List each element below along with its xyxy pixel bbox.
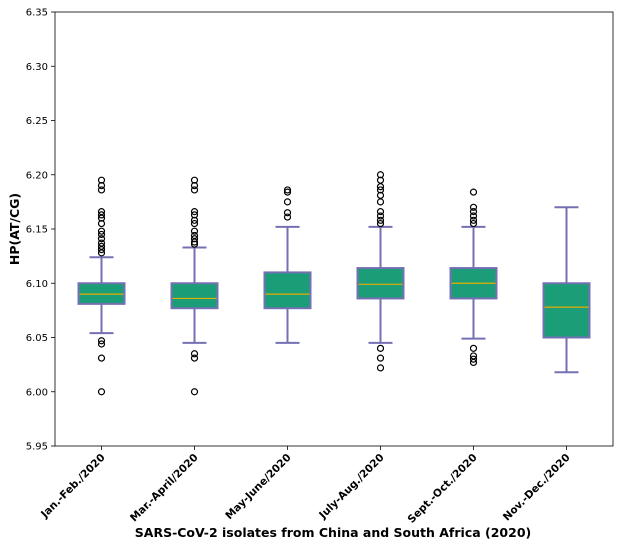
outlier-point — [376, 219, 385, 228]
outlier-point — [190, 208, 199, 216]
box-group — [263, 186, 312, 344]
outlier-point — [97, 388, 106, 396]
box-iqr — [356, 267, 405, 300]
y-tick-label: 6.25 — [26, 116, 48, 127]
outlier-point — [469, 355, 478, 363]
outlier-point — [97, 242, 106, 250]
outlier-point — [190, 354, 199, 362]
outlier-point — [97, 354, 106, 362]
y-tick-label: 6.10 — [26, 279, 48, 290]
outlier-point — [97, 186, 106, 194]
outlier-point — [469, 203, 478, 211]
outlier-point — [190, 211, 199, 219]
outlier-point — [97, 208, 106, 216]
box-iqr — [542, 282, 591, 339]
outlier-point — [376, 208, 385, 216]
outlier-point — [376, 364, 385, 372]
outlier-point — [97, 340, 106, 348]
outlier-point — [283, 209, 292, 217]
outlier-point — [190, 176, 199, 184]
outlier-point — [97, 337, 106, 345]
y-tick-label: 6.35 — [26, 8, 48, 19]
y-axis-title: HP(AT/CG) — [7, 193, 22, 265]
y-tick-label: 6.05 — [26, 333, 48, 344]
outlier-point — [190, 219, 199, 228]
outlier-point — [469, 216, 478, 224]
outlier-point — [376, 216, 385, 224]
outlier-point — [283, 186, 292, 194]
outlier-point — [283, 213, 292, 221]
outlier-point — [190, 350, 199, 358]
y-tick-label: 6.20 — [26, 170, 48, 181]
outlier-point — [190, 235, 199, 243]
outlier-point — [469, 352, 478, 360]
outlier-point — [283, 188, 292, 196]
outlier-point — [376, 171, 385, 179]
outlier-point — [190, 186, 199, 194]
outlier-point — [469, 188, 478, 196]
box-iqr — [263, 271, 312, 310]
x-axis-title: SARS-CoV-2 isolates from China and South… — [135, 525, 531, 540]
outlier-point — [190, 388, 199, 396]
box-group — [449, 188, 498, 367]
outlier-point — [97, 176, 106, 184]
outlier-point — [190, 227, 199, 235]
boxes-layer — [77, 171, 591, 396]
y-tick-label: 6.00 — [26, 387, 48, 398]
outlier-point — [97, 230, 106, 239]
box-group — [356, 171, 405, 372]
outlier-point — [97, 239, 106, 247]
outlier-point — [376, 354, 385, 362]
outlier-point — [97, 235, 106, 243]
outlier-point — [376, 186, 385, 194]
outlier-point — [283, 198, 292, 206]
outlier-point — [469, 219, 478, 228]
y-tick-label: 5.95 — [26, 442, 48, 453]
outlier-point — [376, 212, 385, 220]
outlier-point — [469, 344, 478, 352]
y-tick-label: 6.30 — [26, 62, 48, 73]
outlier-point — [97, 227, 106, 235]
y-tick-label: 6.15 — [26, 225, 48, 236]
outlier-point — [469, 212, 478, 220]
box-iqr — [170, 282, 219, 310]
outlier-point — [376, 344, 385, 352]
outlier-point — [469, 208, 478, 216]
outlier-point — [190, 231, 199, 240]
box-group — [542, 206, 591, 374]
y-axis: 5.95 6.00 6.05 6.10 6.15 6.20 6.25 6.30 6.35 — [26, 8, 55, 453]
box-group — [170, 176, 219, 396]
box-group — [77, 176, 126, 396]
outlier-point — [97, 211, 106, 219]
